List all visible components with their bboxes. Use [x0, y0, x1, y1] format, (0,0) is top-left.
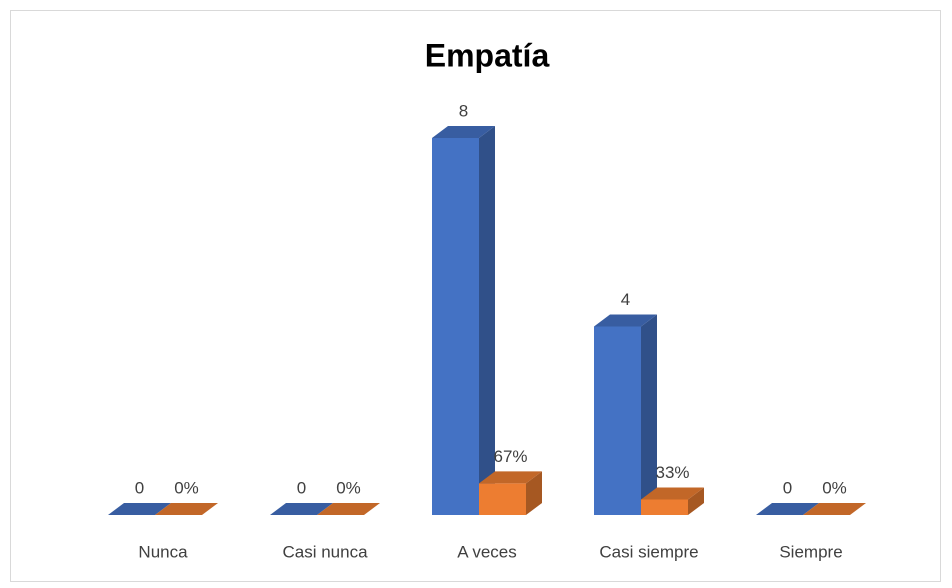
x-tick-label: Casi siempre	[599, 542, 698, 561]
bar-side	[479, 126, 495, 515]
data-label: 0%	[822, 478, 847, 497]
bar-top	[155, 503, 218, 515]
data-label: 0	[297, 478, 306, 497]
x-tick-label: Casi nunca	[282, 542, 368, 561]
bar	[432, 126, 495, 515]
data-label: 0%	[174, 478, 199, 497]
bar-front	[641, 499, 688, 515]
data-label: 4	[621, 290, 630, 309]
bar	[155, 503, 218, 515]
bar-top	[803, 503, 866, 515]
data-label: 33%	[655, 463, 689, 482]
bar-top	[432, 126, 495, 138]
bar	[108, 503, 171, 515]
chart-title: Empatía	[425, 37, 550, 73]
bar	[641, 487, 704, 515]
bar-top	[594, 314, 657, 327]
x-tick-label: A veces	[457, 542, 517, 561]
bar-top	[756, 503, 819, 515]
bar-front	[479, 483, 526, 515]
bar-top	[108, 503, 171, 515]
bar	[479, 471, 542, 515]
bar	[756, 503, 819, 515]
bar-top	[270, 503, 333, 515]
bar-side	[641, 314, 657, 515]
data-label: 0	[135, 478, 144, 497]
bar-side	[688, 487, 704, 515]
bar-top	[479, 471, 542, 484]
bar-top	[317, 503, 380, 515]
bar	[803, 503, 866, 515]
data-label: 0	[783, 478, 792, 497]
bar-side	[526, 471, 542, 515]
data-label: 0%	[336, 478, 361, 497]
bar	[270, 503, 333, 515]
bar-front	[594, 326, 641, 515]
bar	[594, 314, 657, 515]
bar-top	[641, 487, 704, 500]
data-label: 67%	[493, 447, 527, 466]
bar-front	[432, 138, 479, 515]
bar	[317, 503, 380, 515]
x-tick-label: Nunca	[138, 542, 188, 561]
x-tick-label: Siempre	[779, 542, 842, 561]
data-label: 8	[459, 101, 468, 120]
